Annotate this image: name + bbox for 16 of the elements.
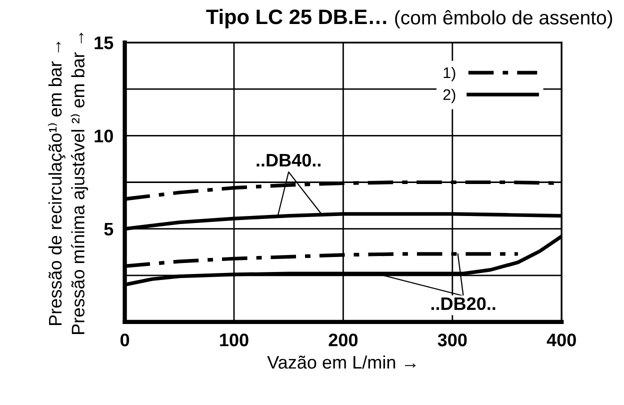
annotation: ..DB20.. [431, 297, 496, 310]
chart-title: Tipo LC 25 DB.E… [206, 8, 386, 28]
x-tick-label: 0 [120, 334, 130, 346]
x-tick-label: 100 [220, 334, 248, 346]
y-axis-title: Pressão de recirculação¹⁾ em bar → Pressão mínima ajustável ²⁾ em bar → [48, 32, 88, 334]
legend-label: 2) [443, 88, 456, 104]
annotation: ..DB40.. [256, 154, 320, 167]
chart-subtitle: (com êmbolo de assento) [395, 10, 612, 28]
x-tick-label: 300 [438, 334, 467, 346]
y-tick-label: 5 [104, 222, 114, 236]
x-tick-label: 400 [546, 334, 576, 346]
legend-label: 1) [444, 66, 456, 82]
x-axis-title: Vazão em L/min → [267, 355, 416, 369]
y-tick-label: 10 [94, 130, 113, 142]
x-tick-label: 200 [328, 334, 358, 346]
y-tick-label: 15 [94, 36, 114, 50]
